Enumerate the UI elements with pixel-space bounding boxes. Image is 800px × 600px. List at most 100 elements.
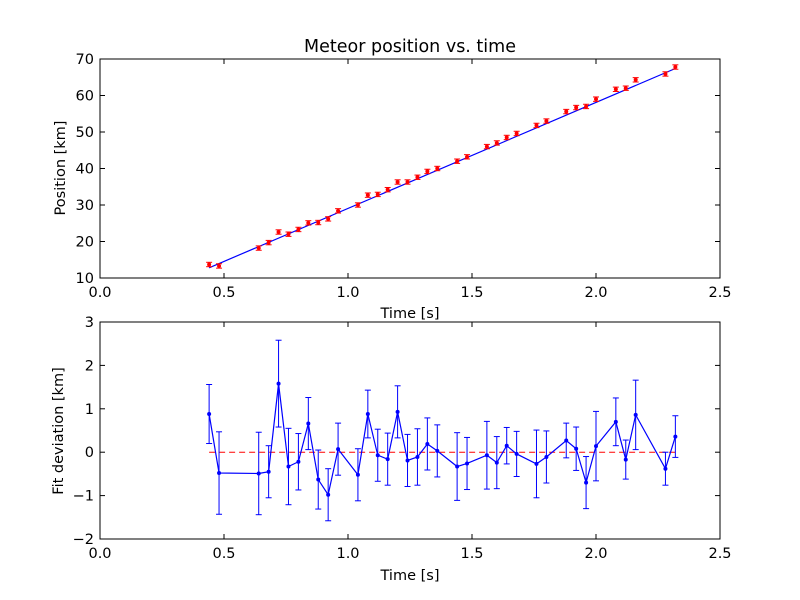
x-axis-label: Time [s] — [380, 568, 440, 584]
data-point — [465, 154, 470, 159]
data-point — [613, 419, 618, 424]
data-point — [514, 451, 519, 456]
data-point — [623, 86, 628, 91]
data-point — [405, 458, 410, 463]
y-tick-label: −1 — [73, 489, 94, 505]
x-tick-label: 1.0 — [336, 546, 359, 562]
y-tick-label: 20 — [76, 235, 94, 251]
y-tick-label: 2 — [85, 358, 94, 374]
x-tick-label: 0.5 — [212, 546, 235, 562]
plot-frame — [99, 58, 721, 279]
data-point — [326, 492, 331, 497]
data-point — [504, 135, 509, 140]
data-point — [385, 457, 390, 462]
data-point — [584, 480, 589, 485]
data-point — [663, 71, 668, 76]
data-point — [276, 381, 281, 386]
tick-group: 0.0 0.5 1.0 1.5 2.0 2.5 10 20 30 40 50 60 70 — [76, 52, 732, 301]
x-tick-label: 2.0 — [584, 285, 607, 301]
data-marks — [206, 339, 679, 522]
data-point — [395, 409, 400, 414]
data-point — [405, 180, 410, 185]
data-point — [316, 220, 321, 225]
data-point — [266, 469, 271, 474]
data-point — [316, 477, 321, 482]
data-point — [276, 230, 281, 235]
data-point — [564, 438, 569, 443]
y-axis-label: Fit deviation [km] — [51, 367, 67, 494]
data-point — [633, 412, 638, 417]
data-point — [217, 471, 222, 476]
data-point — [286, 464, 291, 469]
chart-title: Meteor position vs. time — [304, 37, 516, 57]
x-tick-label: 2.5 — [708, 546, 731, 562]
data-point — [435, 448, 440, 453]
x-tick-label: 1.5 — [460, 285, 483, 301]
data-point — [484, 453, 489, 458]
data-point — [633, 77, 638, 82]
data-point — [385, 187, 390, 192]
y-tick-label: 70 — [76, 52, 94, 68]
data-point — [355, 203, 360, 207]
data-point — [564, 109, 569, 114]
data-point — [207, 412, 212, 417]
y-tick-label: 60 — [76, 89, 94, 105]
data-point — [504, 443, 509, 448]
data-point — [217, 263, 222, 268]
data-point — [623, 457, 628, 462]
position-chart: Meteor position vs. time Time [s] Positi… — [53, 37, 732, 322]
x-axis-label: Time [s] — [380, 306, 440, 322]
data-point — [663, 466, 668, 471]
y-tick-label: 30 — [76, 198, 94, 214]
data-point — [395, 180, 400, 185]
y-tick-label: 0 — [85, 445, 94, 461]
data-point — [256, 471, 261, 476]
data-point — [306, 421, 311, 426]
x-tick-label: 2.5 — [708, 285, 731, 301]
data-point — [465, 461, 470, 466]
data-point — [256, 246, 261, 251]
data-point — [435, 166, 440, 171]
data-point — [544, 454, 549, 459]
data-point — [494, 140, 499, 145]
data-point — [514, 131, 519, 136]
data-point — [355, 472, 360, 477]
data-point — [594, 444, 598, 449]
data-point — [673, 65, 678, 70]
data-point — [415, 454, 420, 459]
data-point — [266, 240, 271, 245]
data-point — [207, 262, 212, 267]
x-tick-label: 2.0 — [584, 546, 607, 562]
x-tick-label: 0.0 — [88, 285, 111, 301]
data-point — [415, 175, 420, 180]
data-point — [574, 105, 579, 110]
y-axis-label: Position [km] — [53, 121, 69, 216]
y-tick-label: 10 — [76, 271, 94, 287]
data-point — [584, 104, 589, 109]
data-point — [375, 192, 380, 197]
data-point — [484, 144, 489, 149]
data-point — [425, 169, 430, 174]
data-point — [326, 216, 331, 221]
data-point — [534, 461, 539, 466]
data-point — [375, 453, 380, 458]
data-point — [336, 208, 341, 213]
y-tick-label: −2 — [73, 532, 94, 548]
data-point — [365, 412, 370, 417]
data-point — [306, 220, 311, 225]
data-point — [534, 123, 539, 128]
y-tick-label: 50 — [76, 125, 94, 141]
x-tick-label: 1.0 — [336, 285, 359, 301]
data-point — [286, 232, 291, 237]
data-point — [544, 119, 549, 124]
y-tick-label: 1 — [85, 402, 94, 418]
data-point — [455, 159, 460, 164]
data-marks — [206, 64, 679, 269]
data-point — [296, 459, 301, 464]
deviation-chart: Time [s] Fit deviation [km] 0.0 0.5 1.0 1.5… — [51, 315, 732, 584]
plot-frame — [99, 321, 721, 540]
y-tick-label: 3 — [85, 315, 94, 331]
data-point — [613, 87, 618, 92]
